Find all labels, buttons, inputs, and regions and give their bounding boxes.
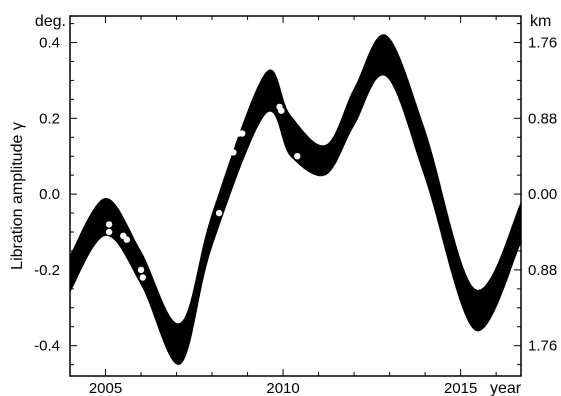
y-tick-label-right: 1.76 bbox=[528, 338, 557, 355]
x-tick-label: 2005 bbox=[89, 380, 122, 396]
y-tick-label-right: 1.76 bbox=[528, 35, 557, 52]
data-point bbox=[215, 209, 223, 217]
data-point bbox=[230, 149, 237, 156]
data-point bbox=[278, 107, 285, 114]
band-layer bbox=[70, 34, 521, 365]
y-tick-label-left: 0.2 bbox=[39, 110, 60, 127]
libration-band bbox=[70, 34, 521, 365]
data-point bbox=[105, 228, 113, 236]
x-tick-label: 2010 bbox=[266, 380, 299, 396]
y-tick-label-right: 0.00 bbox=[528, 186, 557, 203]
y-tick-label-right: 0.88 bbox=[528, 110, 557, 127]
data-point bbox=[311, 179, 319, 186]
plot-frame bbox=[69, 15, 522, 377]
data-point bbox=[306, 183, 313, 190]
data-point bbox=[123, 236, 130, 243]
data-point bbox=[239, 130, 246, 137]
data-point bbox=[137, 266, 145, 274]
data-point bbox=[139, 274, 146, 281]
data-point bbox=[301, 172, 308, 179]
data-point bbox=[317, 183, 324, 190]
y-tick-label-left: 0.4 bbox=[39, 35, 60, 52]
point-layer bbox=[105, 103, 324, 308]
data-point bbox=[294, 153, 301, 160]
label-layer: deg. km Libration amplitude γ year 2005 2… bbox=[9, 13, 557, 396]
y-axis-label: Libration amplitude γ bbox=[9, 122, 26, 270]
tick-layer bbox=[69, 16, 521, 376]
data-point bbox=[105, 221, 113, 228]
x-axis-label: year bbox=[490, 380, 522, 396]
y-unit-right: km bbox=[530, 13, 551, 30]
x-tick-label: 2015 bbox=[444, 380, 477, 396]
data-point bbox=[105, 190, 113, 198]
y-tick-label-left: -0.4 bbox=[34, 338, 60, 355]
y-tick-label-right: 0.88 bbox=[528, 262, 557, 279]
data-point bbox=[201, 300, 209, 308]
y-unit-left: deg. bbox=[35, 13, 66, 30]
y-tick-label-left: 0.0 bbox=[39, 186, 60, 203]
y-tick-label-left: -0.2 bbox=[34, 262, 60, 279]
